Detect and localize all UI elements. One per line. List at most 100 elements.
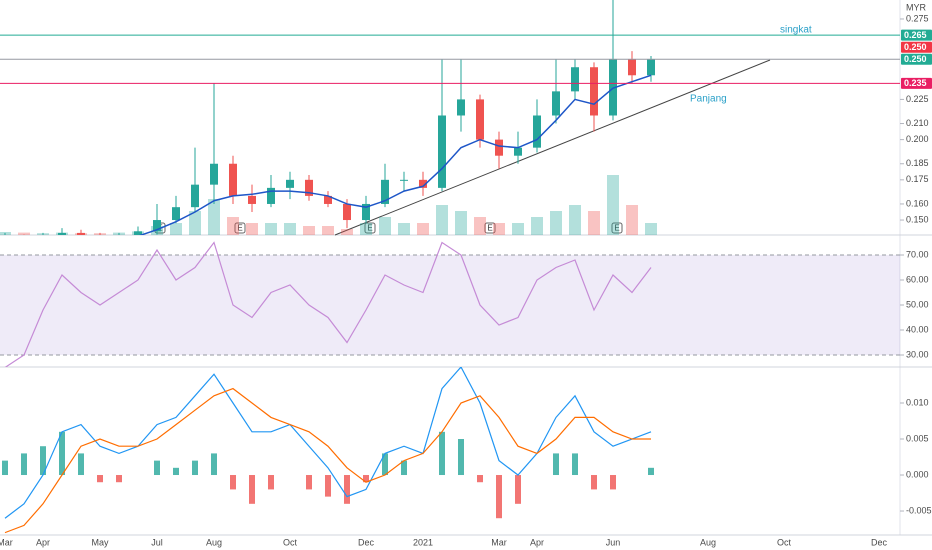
y-tick-label: 0.275 — [906, 13, 929, 23]
histogram-bar — [382, 453, 388, 476]
volume-bar — [455, 211, 467, 235]
annotation: singkat — [780, 25, 812, 36]
candle-body — [514, 147, 522, 156]
y-tick-label: 0.160 — [906, 198, 929, 208]
histogram-bar — [211, 453, 217, 476]
x-tick-label: Oct — [283, 537, 298, 547]
x-tick-label: May — [91, 537, 109, 547]
earnings-marker: E — [484, 222, 496, 234]
candle-body — [362, 203, 370, 221]
y-tick-label: 60.00 — [906, 274, 929, 284]
macd-line — [4, 387, 651, 534]
histogram-bar — [230, 475, 236, 490]
earnings-marker: E — [611, 222, 623, 234]
candle-body — [286, 179, 294, 188]
x-tick-label: Jun — [606, 537, 621, 547]
y-tick-label: 0.200 — [906, 134, 929, 144]
volume-bar — [531, 217, 543, 235]
volume-bar — [607, 175, 619, 235]
histogram-bar — [78, 453, 84, 476]
volume-bar — [379, 217, 391, 235]
volume-bar — [208, 199, 220, 235]
candle-body — [438, 115, 446, 188]
earnings-label: E — [367, 224, 372, 233]
histogram-bar — [173, 467, 179, 476]
y-tick-label: 0.225 — [906, 94, 929, 104]
candle-body — [229, 163, 237, 196]
earnings-marker: E — [234, 222, 246, 234]
histogram-bar — [154, 460, 160, 476]
price-tag — [901, 41, 932, 53]
price-tag-label: 0.265 — [904, 30, 927, 40]
candle-body — [647, 59, 655, 76]
histogram-bar — [249, 475, 255, 504]
x-tick-label: 2021 — [413, 537, 433, 547]
candle-body — [533, 115, 541, 148]
candle-body — [571, 67, 579, 92]
candle-body — [248, 195, 256, 204]
volume-bar — [626, 205, 638, 235]
price-tag — [901, 29, 932, 41]
volume-bar — [360, 223, 372, 235]
volume-bar — [474, 217, 486, 235]
candle-body — [191, 184, 199, 208]
volume-bar — [645, 223, 657, 235]
volume-bar — [569, 205, 581, 235]
volume-bar — [417, 223, 429, 235]
price-tag-label: 0.250 — [904, 54, 927, 64]
candle-body — [324, 195, 332, 204]
candle-body — [495, 139, 503, 156]
moving-average — [138, 74, 652, 235]
candle-body — [77, 232, 85, 235]
panel — [0, 0, 657, 235]
candle-body — [457, 99, 465, 116]
x-tick-label: Apr — [530, 537, 544, 547]
histogram-bar — [40, 446, 46, 476]
candle-body — [400, 179, 408, 181]
earnings-label: E — [614, 224, 619, 233]
price-tag-label: 0.250 — [904, 42, 927, 52]
y-tick-label: 0.175 — [906, 174, 929, 184]
y-tick-label: -0.005 — [906, 505, 932, 515]
histogram-bar — [458, 439, 464, 476]
candle-body — [381, 179, 389, 204]
price-tag — [901, 53, 932, 65]
candle-body — [552, 91, 560, 116]
x-tick-label: Oct — [777, 537, 792, 547]
y-tick-label: 50.00 — [906, 299, 929, 309]
histogram-bar — [325, 475, 331, 497]
x-tick-label: Mar — [0, 537, 13, 547]
volume-bar — [189, 211, 201, 235]
histogram-bar — [363, 475, 369, 483]
histogram-bar — [591, 475, 597, 490]
volume-bar — [550, 211, 562, 235]
x-tick-label: Jul — [151, 537, 163, 547]
x-tick-label: Apr — [36, 537, 50, 547]
price-tag-label: 0.235 — [904, 78, 927, 88]
histogram-bar — [344, 475, 350, 504]
price-tag — [901, 77, 932, 89]
x-tick-label: Mar — [491, 537, 507, 547]
candle-body — [476, 99, 484, 140]
volume-bar — [284, 223, 296, 235]
histogram-bar — [648, 467, 654, 476]
volume-bar — [265, 223, 277, 235]
histogram-bar — [2, 460, 8, 476]
histogram-bar — [439, 431, 445, 476]
x-tick-label: Aug — [206, 537, 222, 547]
candle-body — [305, 179, 313, 196]
candle-body — [343, 203, 351, 221]
histogram-bar — [515, 475, 521, 504]
currency-label: MYR — [906, 2, 927, 12]
y-tick-label: 0.010 — [906, 397, 929, 407]
histogram-bar — [553, 453, 559, 476]
volume-bar — [322, 226, 334, 235]
x-tick-label: Aug — [700, 537, 716, 547]
candle-body — [628, 59, 636, 76]
candle-body — [172, 207, 180, 221]
candle-body — [609, 59, 617, 116]
earnings-label: E — [237, 224, 242, 233]
candle-body — [153, 220, 161, 232]
panel — [0, 241, 900, 367]
